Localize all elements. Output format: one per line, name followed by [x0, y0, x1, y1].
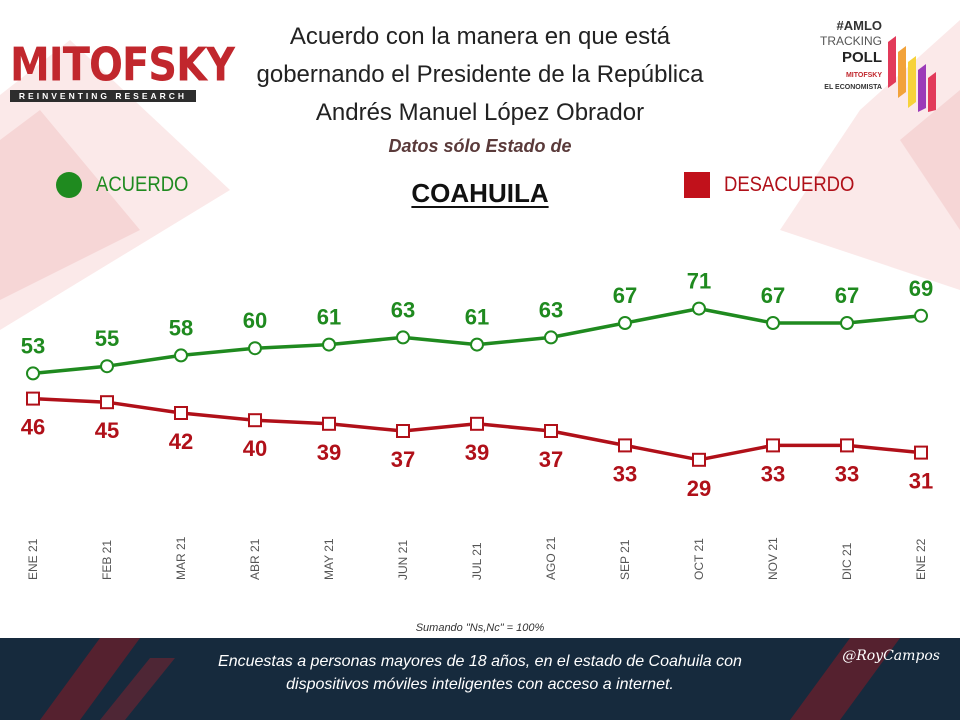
x-tick-label-11: DIC 21 [840, 542, 854, 580]
x-tick-label-6: JUL 21 [470, 542, 484, 580]
legend-square-icon [684, 172, 710, 198]
footer-banner: Encuestas a personas mayores de 18 años,… [0, 638, 960, 720]
data-point-acuerdo-4 [322, 337, 336, 352]
data-point-desacuerdo-11 [840, 438, 854, 453]
x-tick-label-7: AGO 21 [544, 536, 558, 580]
footer-line-2: dispositivos móviles inteligentes con ac… [286, 676, 674, 693]
state-name: COAHUILA [411, 178, 549, 208]
title-line-2: gobernando el Presidente de la República [256, 61, 704, 88]
data-point-acuerdo-10 [766, 316, 780, 330]
badge-brand-economista: EL ECONOMISTA [824, 84, 882, 91]
data-point-desacuerdo-5 [396, 424, 410, 438]
data-label-acuerdo-8: 67 [613, 283, 637, 308]
data-label-acuerdo-12: 69 [909, 276, 933, 301]
data-point-acuerdo-2 [174, 348, 188, 363]
data-label-acuerdo-4: 61 [317, 305, 341, 330]
data-point-acuerdo-7 [544, 330, 558, 345]
x-tick-label-9: OCT 21 [692, 538, 706, 580]
data-label-desacuerdo-12: 31 [909, 469, 933, 494]
x-tick-label-0: ENE 21 [26, 538, 40, 580]
tracking-poll-badge: #AMLO TRACKING POLL MITOFSKY EL ECONOMIS… [816, 12, 942, 112]
mitofsky-logo: MITOFSKY REINVENTING RESEARCH [10, 38, 235, 102]
data-point-desacuerdo-4 [322, 416, 336, 431]
data-point-desacuerdo-8 [618, 438, 632, 453]
line-chart: 53 55 58 60 61 63 61 63 67 71 67 67 69 46 45 42 40 39 37 39… [21, 269, 933, 580]
footer-line-1: Encuestas a personas mayores de 18 años,… [218, 653, 742, 670]
logo-wordmark: MITOFSKY [10, 38, 235, 92]
data-label-acuerdo-2: 58 [169, 315, 193, 340]
data-point-desacuerdo-9 [692, 452, 706, 467]
data-label-desacuerdo-6: 39 [465, 440, 489, 465]
data-label-acuerdo-3: 60 [243, 308, 267, 333]
data-point-acuerdo-8 [618, 316, 632, 330]
data-label-desacuerdo-3: 40 [243, 436, 267, 461]
data-point-desacuerdo-10 [766, 438, 780, 453]
badge-poll: POLL [842, 49, 882, 66]
data-label-acuerdo-1: 55 [95, 326, 119, 351]
data-point-acuerdo-5 [396, 330, 410, 345]
data-point-desacuerdo-1 [100, 395, 114, 410]
data-point-desacuerdo-7 [544, 424, 558, 438]
data-point-acuerdo-12 [914, 308, 928, 323]
legend-acuerdo: ACUERDO [56, 172, 201, 198]
chart-subtitle: Datos sólo Estado de [388, 136, 572, 156]
x-tick-label-10: NOV 21 [766, 537, 780, 580]
data-label-desacuerdo-8: 33 [613, 461, 637, 486]
data-point-acuerdo-1 [100, 359, 114, 374]
legend-desacuerdo-label: DESACUERDO [724, 173, 855, 196]
data-point-acuerdo-6 [470, 337, 484, 352]
legend-desacuerdo: DESACUERDO [684, 172, 872, 198]
footer-text: Encuestas a personas mayores de 18 años,… [120, 650, 840, 696]
data-label-acuerdo-7: 63 [539, 297, 563, 322]
logo-tagline: REINVENTING RESEARCH [10, 90, 196, 102]
data-label-desacuerdo-9: 29 [687, 476, 711, 501]
data-label-acuerdo-10: 67 [761, 283, 785, 308]
data-label-desacuerdo-7: 37 [539, 447, 563, 472]
data-point-desacuerdo-6 [470, 416, 484, 431]
data-point-acuerdo-11 [840, 316, 854, 330]
legend-circle-icon [56, 172, 82, 198]
x-tick-label-2: MAR 21 [174, 536, 188, 580]
author-signature: @RoyCampos [842, 648, 940, 664]
data-point-acuerdo-9 [692, 301, 706, 316]
data-point-desacuerdo-2 [174, 406, 188, 420]
badge-bars-graphic [888, 36, 936, 112]
x-tick-label-1: FEB 21 [100, 540, 114, 580]
data-label-acuerdo-11: 67 [835, 283, 859, 308]
data-label-desacuerdo-11: 33 [835, 461, 859, 486]
data-point-desacuerdo-12 [914, 445, 928, 460]
data-label-acuerdo-0: 53 [21, 333, 45, 358]
data-point-desacuerdo-0 [26, 391, 40, 406]
data-point-acuerdo-3 [248, 341, 262, 356]
data-label-desacuerdo-1: 45 [95, 418, 119, 443]
x-tick-label-5: JUN 21 [396, 540, 410, 580]
footnote: Sumando "Ns,Nc" = 100% [415, 622, 545, 634]
data-label-desacuerdo-5: 37 [391, 447, 415, 472]
footer-decoration [40, 638, 900, 720]
data-point-desacuerdo-3 [248, 413, 262, 428]
badge-tag: #AMLO [836, 18, 883, 33]
x-tick-label-8: SEP 21 [618, 539, 632, 580]
data-point-acuerdo-0 [26, 366, 40, 381]
data-label-desacuerdo-2: 42 [169, 429, 193, 454]
data-label-desacuerdo-4: 39 [317, 440, 341, 465]
badge-tracking: TRACKING [819, 34, 882, 48]
chart-title: Acuerdo con la manera en que está gobern… [220, 18, 740, 132]
legend-acuerdo-label: ACUERDO [96, 173, 189, 196]
title-line-1: Acuerdo con la manera en que está [289, 23, 671, 50]
data-label-desacuerdo-0: 46 [21, 415, 45, 440]
x-tick-label-3: ABR 21 [248, 538, 262, 580]
data-label-acuerdo-6: 61 [465, 305, 489, 330]
title-line-3: Andrés Manuel López Obrador [315, 99, 645, 126]
x-tick-label-12: ENE 22 [914, 538, 928, 580]
data-label-acuerdo-5: 63 [391, 297, 415, 322]
badge-brand-mitofsky: MITOFSKY [845, 72, 882, 79]
data-label-acuerdo-9: 71 [687, 269, 711, 294]
data-label-desacuerdo-10: 33 [761, 461, 785, 486]
x-tick-label-4: MAY 21 [322, 538, 336, 580]
